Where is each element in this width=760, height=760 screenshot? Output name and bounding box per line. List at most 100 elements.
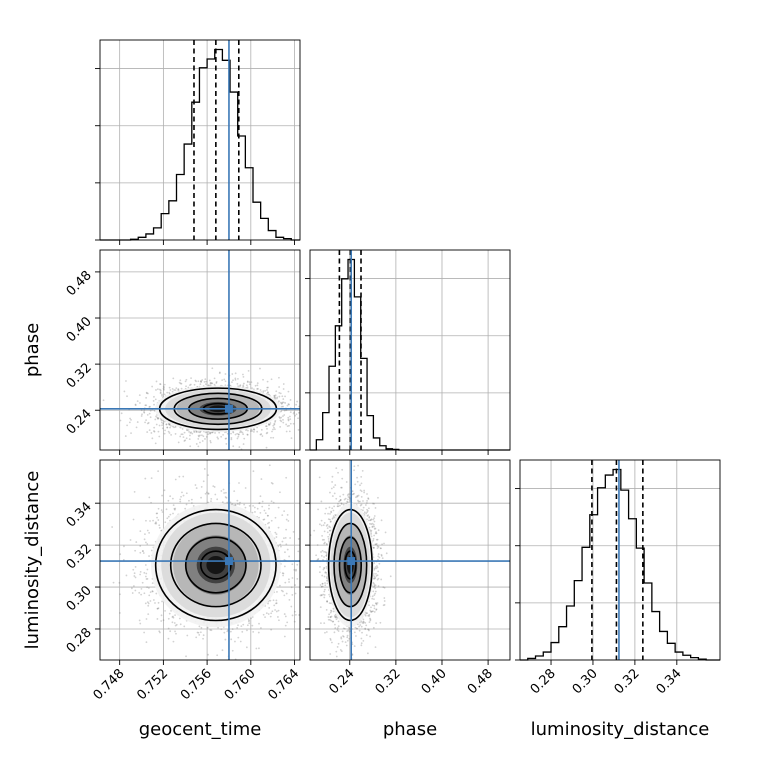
sample-point xyxy=(153,430,155,432)
sample-point xyxy=(145,572,148,575)
sample-point xyxy=(201,379,204,381)
sample-point xyxy=(215,380,218,383)
sample-point xyxy=(246,429,249,432)
sample-point xyxy=(134,404,137,407)
sample-point xyxy=(197,434,200,437)
sample-point xyxy=(134,589,137,592)
sample-point xyxy=(172,377,175,380)
sample-point xyxy=(223,378,226,381)
sample-point xyxy=(283,594,286,597)
sample-point xyxy=(278,376,280,379)
sample-point xyxy=(257,631,260,634)
sample-point xyxy=(165,508,168,511)
sample-point xyxy=(204,492,207,495)
sample-point xyxy=(267,602,269,605)
sample-point xyxy=(158,435,161,438)
sample-point xyxy=(293,620,296,623)
sample-point xyxy=(139,545,142,547)
sample-point xyxy=(252,504,254,507)
sample-point xyxy=(278,386,281,388)
sample-point xyxy=(213,383,216,386)
sample-point xyxy=(148,406,151,408)
sample-point xyxy=(149,591,152,594)
sample-point xyxy=(148,496,151,499)
sample-point xyxy=(256,430,259,433)
sample-point xyxy=(134,549,137,552)
sample-point xyxy=(281,514,284,516)
sample-point xyxy=(156,607,159,610)
sample-point xyxy=(261,435,264,437)
sample-point xyxy=(204,431,207,434)
sample-point xyxy=(281,402,283,405)
sample-point xyxy=(186,429,189,432)
sample-point xyxy=(225,443,228,445)
sample-point xyxy=(267,391,269,394)
sample-point xyxy=(279,401,282,404)
sample-point xyxy=(119,553,122,556)
sample-point xyxy=(189,445,192,448)
sample-point xyxy=(224,437,227,440)
sample-point xyxy=(275,533,278,536)
sample-point xyxy=(283,414,286,416)
sample-point xyxy=(234,640,236,643)
sample-point xyxy=(173,622,176,624)
sample-point xyxy=(214,432,216,434)
sample-point xyxy=(270,500,273,503)
sample-point xyxy=(216,436,219,439)
sample-point xyxy=(280,402,283,405)
sample-point xyxy=(242,376,245,378)
sample-point xyxy=(285,476,288,479)
sample-point xyxy=(267,386,269,389)
sample-point xyxy=(163,393,166,396)
sample-point xyxy=(292,422,295,425)
sample-point xyxy=(155,415,157,418)
sample-point xyxy=(278,395,281,398)
sample-point xyxy=(153,409,156,412)
sample-point xyxy=(149,520,151,522)
sample-point xyxy=(195,487,198,489)
sample-point xyxy=(232,431,235,434)
sample-point xyxy=(266,391,269,394)
sample-point xyxy=(174,507,177,510)
sample-point xyxy=(171,390,174,393)
sample-point xyxy=(157,519,160,521)
sample-point xyxy=(209,384,212,387)
sample-point xyxy=(297,417,299,420)
sample-point xyxy=(282,405,284,408)
sample-point xyxy=(262,390,265,393)
sample-point xyxy=(273,422,276,425)
sample-point xyxy=(262,378,264,381)
sample-point xyxy=(268,504,270,507)
sample-point xyxy=(123,390,126,393)
sample-point xyxy=(205,491,208,494)
sample-point xyxy=(256,507,259,510)
sample-point xyxy=(147,587,150,589)
sample-point xyxy=(147,392,149,395)
sample-point xyxy=(230,438,233,441)
sample-point xyxy=(195,443,198,445)
sample-point xyxy=(265,425,268,428)
sample-point xyxy=(111,526,114,528)
sample-point xyxy=(139,622,142,625)
sample-point xyxy=(254,384,257,387)
sample-point xyxy=(287,403,290,406)
sample-point xyxy=(154,418,157,421)
sample-point xyxy=(159,389,162,392)
sample-point xyxy=(213,486,216,488)
sample-point xyxy=(151,437,154,440)
sample-point xyxy=(293,610,296,613)
sample-point xyxy=(199,430,202,433)
sample-point xyxy=(162,385,165,388)
sample-point xyxy=(162,422,165,425)
sample-point xyxy=(161,511,164,513)
sample-point xyxy=(290,605,293,608)
sample-point xyxy=(161,494,164,497)
panel-frame xyxy=(99,39,301,241)
sample-point xyxy=(146,543,149,545)
sample-point xyxy=(255,647,258,650)
sample-point xyxy=(197,445,200,448)
sample-point xyxy=(139,402,141,404)
sample-point xyxy=(221,379,224,382)
sample-point xyxy=(217,437,220,440)
sample-point xyxy=(179,379,182,382)
